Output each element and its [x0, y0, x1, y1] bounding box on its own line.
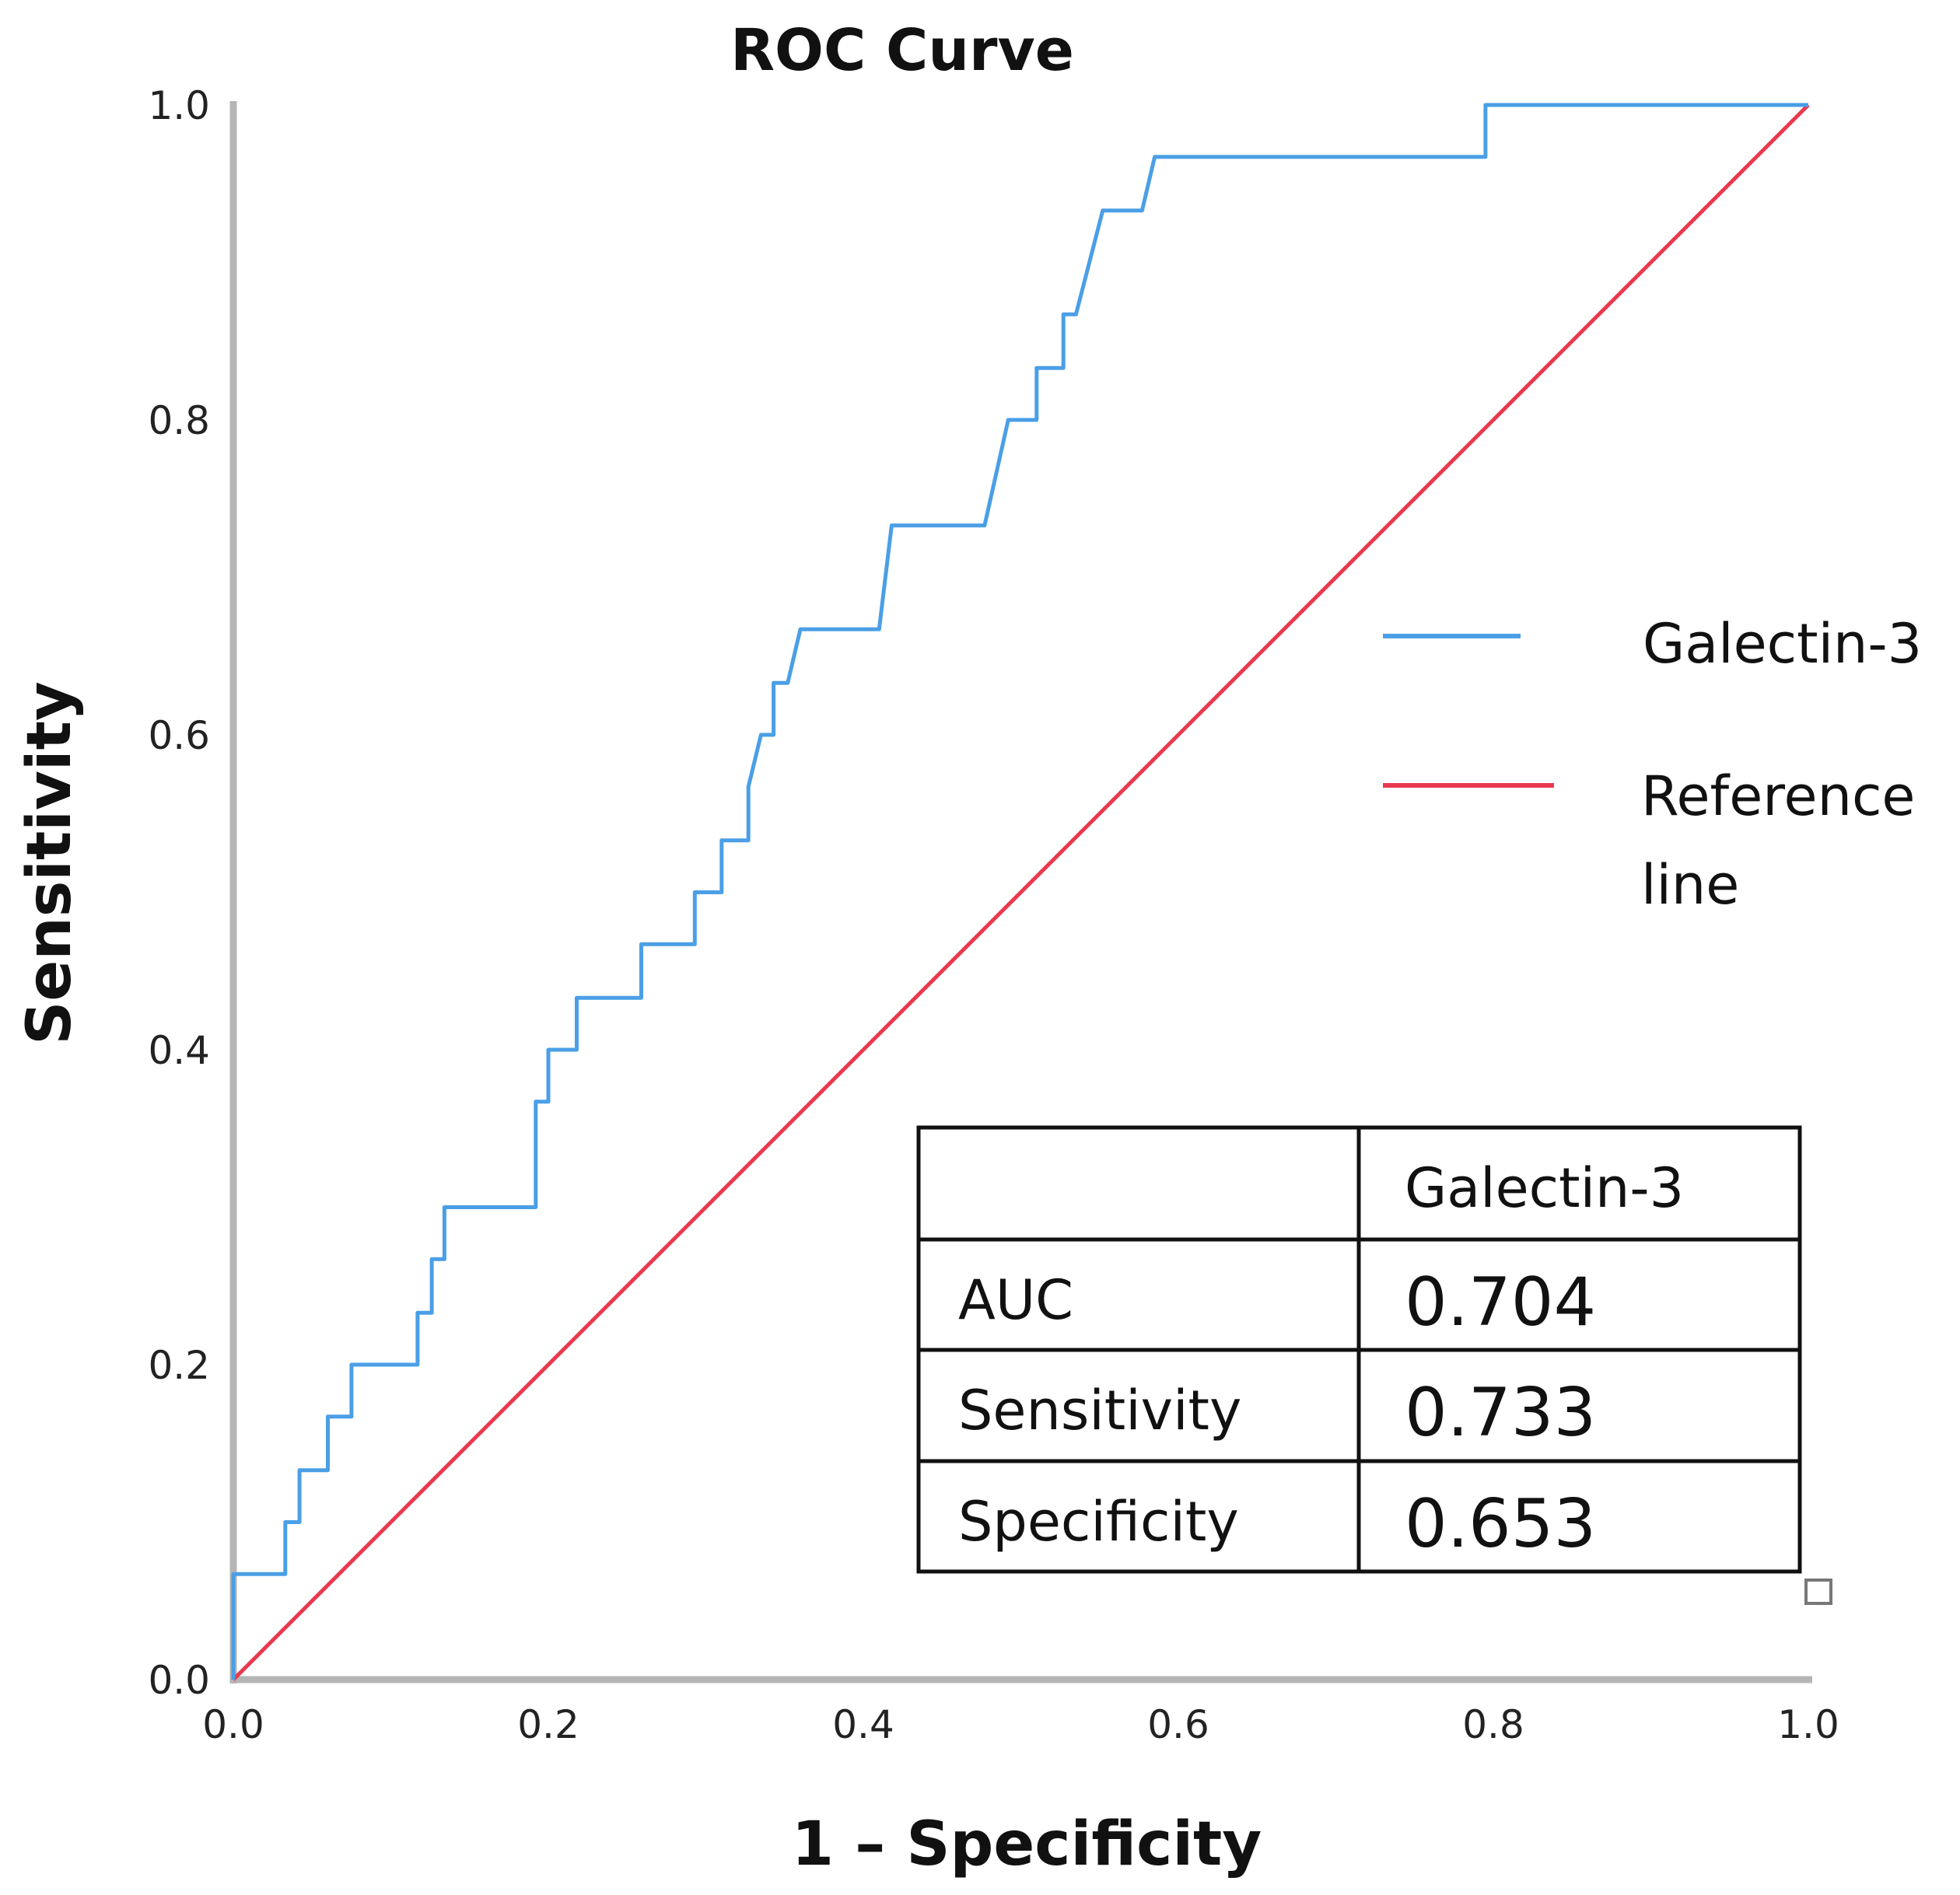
x-tick-label: 0.2 — [517, 1702, 579, 1747]
x-tick-labels: 0.0 0.2 0.4 0.6 0.8 1.0 — [202, 1702, 1839, 1747]
axes — [229, 101, 1812, 1683]
y-tick-label: 0.8 — [148, 398, 210, 443]
x-axis-label: 1 – Specificity — [792, 1809, 1262, 1879]
chart-title: ROC Curve — [730, 17, 1074, 84]
y-tick-label: 1.0 — [148, 83, 210, 128]
legend-label-reference-line-2: line — [1641, 853, 1739, 917]
series-line-reference-line — [232, 103, 1810, 1681]
y-tick-label: 0.0 — [148, 1658, 210, 1703]
series-line-galectin-3 — [231, 103, 1808, 1680]
table-value-specificity: 0.653 — [1405, 1485, 1596, 1563]
stats-table: Galectin-3 AUC 0.704 Sensitivity 0.733 S… — [916, 1125, 1802, 1574]
resize-handle[interactable] — [1804, 1579, 1832, 1605]
x-tick-label: 0.6 — [1147, 1702, 1209, 1747]
y-tick-label: 0.2 — [148, 1343, 210, 1388]
table-row-label-sensitivity: Sensitivity — [958, 1379, 1241, 1442]
y-tick-label: 0.4 — [148, 1028, 210, 1073]
legend-label-reference-line-1: Reference — [1641, 764, 1916, 828]
x-tick-label: 0.4 — [832, 1702, 894, 1747]
table-value-sensitivity: 0.733 — [1405, 1374, 1596, 1452]
x-tick-label: 0.0 — [202, 1702, 264, 1747]
table-value-auc: 0.704 — [1405, 1264, 1596, 1341]
y-axis-label: Sensitivity — [15, 681, 85, 1045]
table-row-label-auc: AUC — [958, 1268, 1073, 1332]
legend: Galectin-3 Reference line — [1383, 612, 1922, 917]
y-tick-label: 0.6 — [148, 713, 210, 758]
table-header-galectin-3: Galectin-3 — [1405, 1156, 1684, 1220]
x-tick-label: 1.0 — [1777, 1702, 1839, 1747]
table-row-label-specificity: Specificity — [958, 1490, 1239, 1554]
series-layer — [231, 103, 1810, 1681]
legend-label-galectin-3: Galectin-3 — [1643, 612, 1922, 676]
y-tick-labels: 0.0 0.2 0.4 0.6 0.8 1.0 — [148, 83, 210, 1703]
x-tick-label: 0.8 — [1462, 1702, 1524, 1747]
